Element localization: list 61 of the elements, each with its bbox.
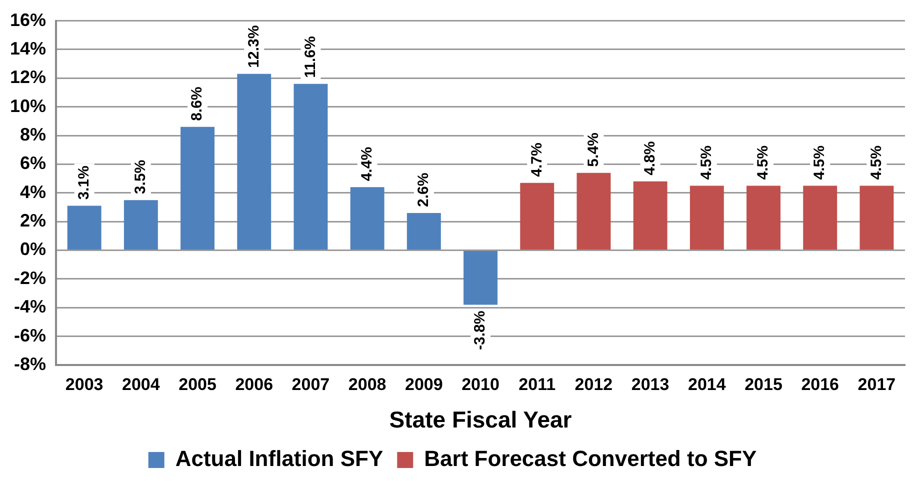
bar [690,186,724,250]
bar [237,74,272,250]
y-tick-label: 2% [20,210,46,231]
data-label: 5.4% [584,132,602,167]
y-tick-label: 0% [20,239,46,260]
x-tick-label: 2017 [858,374,896,394]
x-tick-label: 2007 [292,374,330,394]
x-tick-label: 2010 [462,374,500,394]
x-axis-title: State Fiscal Year [389,406,572,433]
y-tick-label: 10% [10,96,46,116]
bar [294,84,328,250]
data-label: 4.8% [641,141,658,176]
bar [803,186,838,250]
x-tick-label: 2015 [744,374,782,394]
y-tick-label: 8% [20,124,46,144]
x-tick-label: 2003 [65,374,104,394]
data-label: 4.5% [868,146,885,180]
data-label: 12.3% [245,25,262,68]
y-tick-label: -8% [14,354,46,374]
y-tick-label: -6% [14,325,46,346]
data-label: 4.7% [528,142,546,177]
data-label: 4.5% [698,146,716,180]
data-label: 2.6% [415,172,432,207]
bar [576,172,611,250]
x-tick-label: 2006 [235,374,274,394]
bar [464,251,498,305]
y-tick-label: -2% [14,268,46,288]
x-tick-label: 2016 [801,374,840,394]
legend-label: Actual Inflation SFY [175,446,384,472]
y-tick-label: 6% [20,153,46,174]
x-tick-label: 2013 [631,374,670,394]
bar [633,181,668,250]
x-tick-label: 2014 [688,374,726,394]
data-label: 11.6% [302,36,319,78]
y-tick-label: -4% [14,296,46,317]
bar [350,187,384,250]
data-label: 4.4% [358,146,376,182]
data-label: 3.5% [132,160,150,194]
data-label: 4.5% [811,146,828,180]
bar [860,186,894,250]
bar [746,186,780,250]
bar [406,212,441,250]
x-tick-label: 2009 [405,374,443,394]
y-tick-label: 4% [20,182,46,202]
y-tick-label: 12% [10,67,46,88]
data-label: 8.6% [188,86,206,121]
x-tick-label: 2004 [122,374,160,394]
x-tick-label: 2011 [518,374,556,394]
bar [180,126,214,250]
data-label: 3.1% [75,166,92,200]
data-label: -3.8% [472,310,489,350]
y-tick-label: 16% [10,10,46,30]
bar [67,206,102,250]
x-tick-label: 2008 [348,374,386,394]
y-tick-label: 14% [10,38,46,58]
bar [520,182,554,250]
legend-label: Bart Forecast Converted to SFY [424,446,757,472]
data-label: 4.5% [754,146,772,180]
x-tick-label: 2012 [574,374,613,394]
bar [124,200,158,250]
x-tick-label: 2005 [178,374,216,394]
